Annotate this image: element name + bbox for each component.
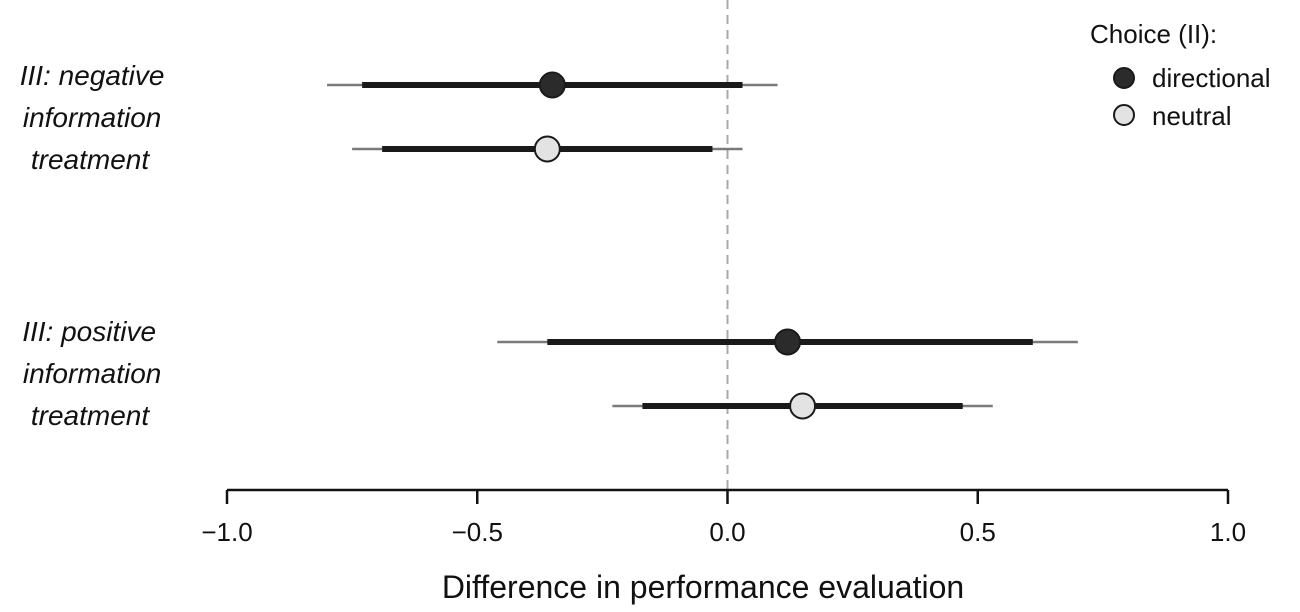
x-tick-label-1: −0.5 (452, 517, 503, 547)
x-tick-label-0: −1.0 (201, 517, 252, 547)
legend-label-neutral: neutral (1152, 101, 1232, 131)
legend-title: Choice (II): (1090, 19, 1217, 49)
plot-area (327, 0, 1078, 490)
x-tick-label-2: 0.0 (709, 517, 745, 547)
legend-marker-directional (1113, 67, 1135, 89)
legend-label-directional: directional (1152, 63, 1271, 93)
group-2-directional-point-estimate (774, 328, 802, 356)
x-axis: −1.0 −0.5 0.0 0.5 1.0 (201, 488, 1246, 547)
x-axis-title: Difference in performance evaluation (442, 569, 964, 605)
legend: Choice (II): directional neutral (1090, 19, 1271, 131)
x-tick-label-3: 0.5 (960, 517, 996, 547)
group-label-positive-line-3: treatment (31, 400, 150, 431)
group-label-positive-line-2: information (23, 358, 162, 389)
group-label-positive-line-1: III: positive (22, 316, 156, 347)
group-label-positive: III: positive information treatment (22, 316, 169, 431)
group-label-negative-line-1: III: negative (20, 60, 165, 91)
group-label-negative-line-2: information (23, 102, 162, 133)
group-label-negative: III: negative information treatment (20, 60, 173, 175)
x-tick-label-4: 1.0 (1210, 517, 1246, 547)
group-1-neutral-point-estimate (533, 135, 561, 163)
group-2-neutral-point-estimate (789, 392, 817, 420)
legend-marker-neutral (1113, 104, 1135, 126)
group-label-negative-line-3: treatment (31, 144, 150, 175)
group-1-directional-point-estimate (538, 71, 566, 99)
